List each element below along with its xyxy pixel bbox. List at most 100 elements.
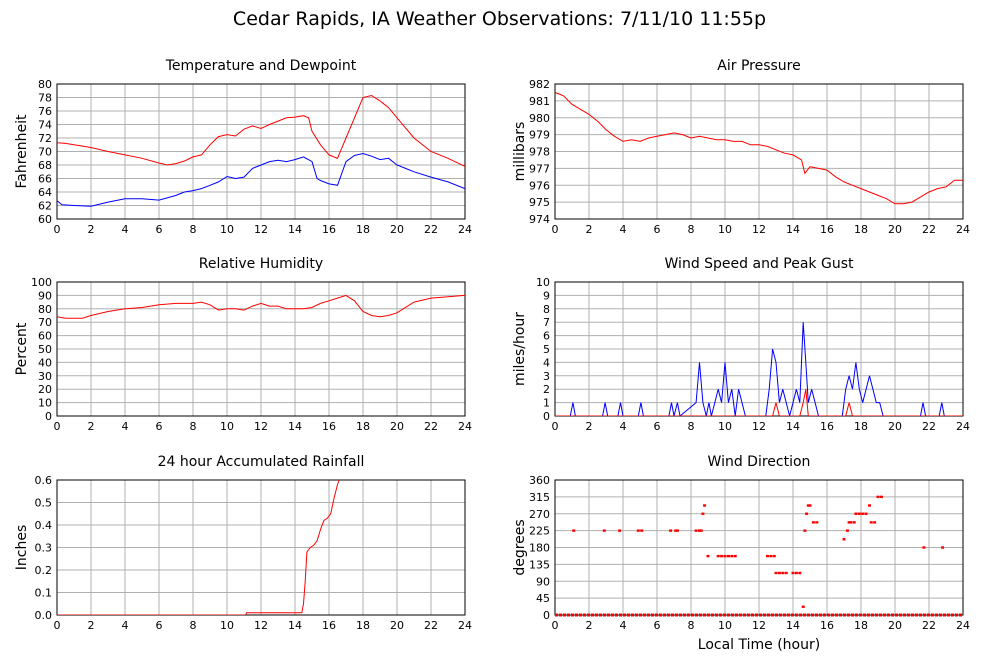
direction-point [861,512,865,515]
x-axis-label: Local Time (hour) [698,637,820,653]
plot-frame [56,83,466,220]
x-tick-label: 10 [718,223,732,236]
x-tick-label: 24 [956,420,970,433]
direction-point [864,512,868,515]
y-tick-label: 977 [529,162,550,175]
y-tick-label: 0.2 [35,564,53,577]
direction-point [720,554,724,558]
x-tick-label: 22 [922,619,936,632]
direction-point [794,571,798,575]
plot-frame [56,281,466,417]
y-tick-label: 3 [543,370,550,383]
x-tick-label: 22 [922,420,936,433]
x-tick-label: 16 [820,420,834,433]
direction-point [618,529,622,532]
x-tick-label: 2 [88,223,95,236]
direction-point [774,571,778,575]
x-tick-label: 8 [190,420,197,433]
chart-title: Relative Humidity [199,256,323,272]
y-tick-label: 70 [38,316,52,329]
direction-point [941,546,945,549]
x-tick-label: 22 [424,619,438,632]
direction-point [857,512,861,515]
x-tick-label: 4 [122,223,129,236]
y-tick-label: 30 [38,370,52,383]
x-tick-label: 2 [586,420,593,433]
y-axis-label: Inches [14,525,30,570]
direction-point [723,554,727,558]
x-tick-label: 2 [586,619,593,632]
y-tick-label: 981 [529,95,550,108]
x-tick-label: 6 [654,619,661,632]
direction-point [791,571,795,575]
y-axis-label: miles/hour [512,312,528,386]
y-tick-label: 0.0 [35,609,53,622]
y-tick-label: 315 [529,491,550,504]
x-tick-label: 22 [424,223,438,236]
series-line-red [555,389,963,416]
x-tick-label: 8 [190,223,197,236]
chart-title: 24 hour Accumulated Rainfall [158,454,365,470]
x-tick-label: 0 [54,619,61,632]
x-tick-label: 12 [752,223,766,236]
x-tick-label: 2 [88,619,95,632]
direction-point [801,605,805,608]
y-tick-label: 6 [543,330,550,343]
x-tick-label: 18 [854,619,868,632]
y-tick-label: 45 [536,592,550,605]
direction-point [811,521,815,524]
y-tick-label: 66 [38,173,52,186]
y-tick-label: 0.6 [35,474,53,487]
x-tick-label: 10 [718,420,732,433]
x-tick-label: 20 [390,223,404,236]
direction-point [868,504,871,507]
y-tick-label: 60 [38,330,52,343]
direction-point [766,554,769,558]
y-tick-label: 0.3 [35,542,53,555]
x-tick-label: 10 [220,420,234,433]
direction-point [703,504,707,507]
direction-point [798,571,802,575]
plot-frame [56,479,466,616]
y-tick-label: 8 [543,303,550,316]
chart-pressure: 0 2 4 6 8 10 12 14 16 18 20 22 249749759769779789799… [512,58,970,236]
y-tick-label: 40 [38,356,52,369]
direction-point [781,571,785,575]
y-tick-label: 270 [529,508,550,521]
x-tick-label: 16 [820,223,834,236]
y-tick-label: 974 [529,213,550,226]
x-tick-label: 14 [786,420,800,433]
series-line-red [57,94,465,167]
x-tick-label: 20 [390,420,404,433]
x-tick-label: 2 [88,420,95,433]
x-tick-label: 16 [820,619,834,632]
y-tick-label: 10 [38,397,52,410]
chart-title: Air Pressure [717,58,800,74]
y-tick-label: 4 [543,356,550,369]
direction-point [777,571,781,575]
x-tick-label: 22 [922,223,936,236]
x-tick-label: 6 [654,223,661,236]
direction-point [805,512,809,515]
x-tick-label: 8 [688,619,695,632]
x-tick-label: 10 [220,223,234,236]
y-axis-label: millibars [512,122,528,182]
direction-point [726,554,730,558]
y-tick-label: 2 [543,383,550,396]
y-tick-label: 62 [38,200,52,213]
x-tick-label: 18 [356,619,370,632]
x-tick-label: 18 [854,223,868,236]
y-tick-label: 10 [536,276,550,289]
y-tick-label: 9 [543,289,550,302]
y-tick-label: 980 [529,112,550,125]
x-tick-label: 4 [122,420,129,433]
direction-point [698,529,701,532]
y-tick-label: 982 [529,78,550,91]
x-tick-label: 6 [156,420,163,433]
direction-point [873,521,877,524]
direction-point [869,521,873,524]
x-tick-label: 16 [322,420,336,433]
x-tick-label: 0 [552,619,559,632]
x-tick-label: 6 [156,619,163,632]
